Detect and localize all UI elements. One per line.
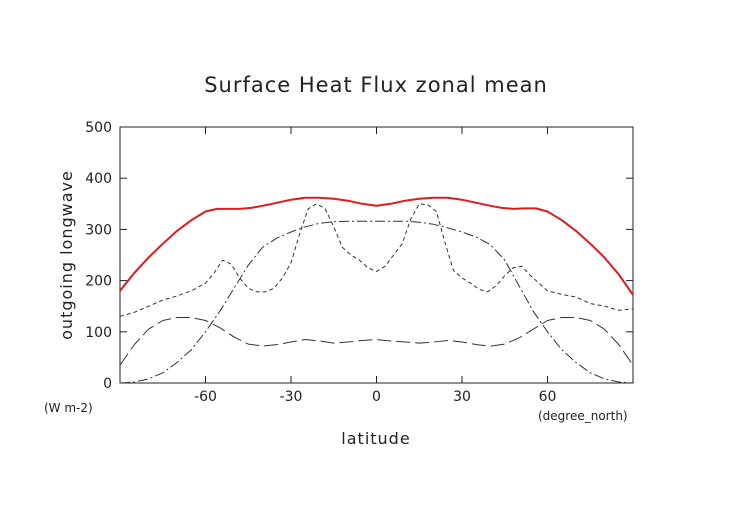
y-tick-label: 100	[85, 325, 112, 341]
x-tick-label: 0	[372, 389, 381, 405]
series-line-2	[119, 203, 634, 317]
y-tick-label: 300	[85, 222, 112, 238]
y-unit-label: (W m-2)	[44, 401, 93, 415]
x-tick-label: -60	[194, 389, 217, 405]
y-axis-label: outgoing longwave	[57, 170, 76, 340]
series-line-4	[119, 317, 634, 366]
series-group	[119, 196, 634, 384]
series-line-3	[119, 220, 634, 384]
chart-title: Surface Heat Flux zonal mean	[204, 73, 548, 97]
x-tick-label: 30	[453, 389, 471, 405]
x-axis: -60 -30 0 30 60	[194, 127, 556, 405]
y-axis: 0 100 200 300 400 500	[85, 120, 633, 392]
y-tick-label: 400	[85, 171, 112, 187]
x-unit-label: (degree_north)	[538, 409, 628, 423]
x-tick-label: 60	[539, 389, 557, 405]
y-tick-label: 200	[85, 274, 112, 290]
x-axis-label: latitude	[341, 429, 410, 448]
y-tick-label: 500	[85, 120, 112, 136]
x-tick-label: -30	[280, 389, 303, 405]
plot-frame	[119, 126, 634, 384]
y-tick-label: 0	[103, 376, 112, 392]
series-line-1	[119, 196, 634, 296]
